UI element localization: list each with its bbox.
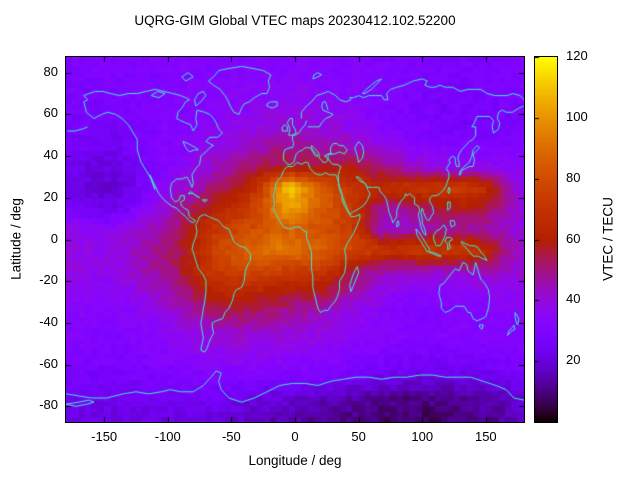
y-tick-label: 20 (43, 188, 58, 204)
y-axis-label: Latitude / deg (8, 198, 24, 280)
y-tick-label: -60 (39, 355, 58, 371)
y-tick-label: -20 (39, 272, 58, 288)
x-tick-label: 150 (474, 429, 497, 444)
colorbar-tick-label: 100 (566, 108, 588, 124)
vtec-heatmap-canvas (66, 57, 524, 422)
y-tick-label: 60 (43, 105, 58, 121)
colorbar-label: VTEC / TECU (600, 197, 616, 281)
x-tick-label: 100 (411, 429, 434, 444)
chart-title: UQRG-GIM Global VTEC maps 20230412.102.5… (134, 13, 456, 28)
x-tick-label: 0 (291, 429, 299, 444)
y-tick-label: 0 (50, 230, 58, 246)
y-tick-label: 80 (43, 63, 58, 79)
y-tick-label: 40 (43, 147, 58, 163)
colorbar-tick-label: 20 (566, 352, 581, 368)
x-tick-label: -100 (154, 429, 181, 444)
x-tick-label: -150 (91, 429, 118, 444)
plot-area (65, 56, 525, 423)
colorbar (534, 56, 558, 423)
colorbar-tick-label: 80 (566, 169, 581, 185)
x-axis-label: Longitude / deg (248, 453, 342, 468)
colorbar-gradient-canvas (535, 57, 557, 422)
colorbar-tick-label: 60 (566, 230, 581, 246)
y-tick-label: -40 (39, 313, 58, 329)
x-tick-label: -50 (221, 429, 241, 444)
x-tick-label: 50 (351, 429, 366, 444)
colorbar-tick-label: 40 (566, 291, 581, 307)
y-tick-label: -80 (39, 397, 58, 413)
colorbar-tick-label: 120 (566, 48, 588, 63)
